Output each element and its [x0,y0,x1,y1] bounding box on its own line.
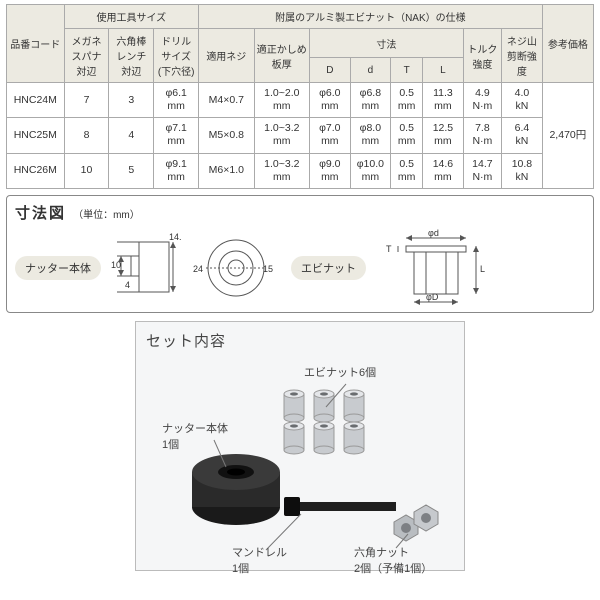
th-spec-group: 附属のアルミ製エビナット（NAK）の仕様 [199,5,543,29]
table-cell: φ6.1 mm [154,83,199,118]
table-cell: M5×0.8 [199,118,254,153]
th-hex: 六角棒レンチ対辺 [109,29,154,83]
table-cell: φ9.1 mm [154,153,199,188]
th-tool-group: 使用工具サイズ [64,5,198,29]
th-drill: ドリルサイズ(下穴径) [154,29,199,83]
th-thick: 適正かしめ板厚 [254,29,309,83]
table-cell: 10.8 kN [502,153,543,188]
table-cell: 0.5 mm [391,118,423,153]
table-cell: 4 [109,118,154,153]
table-cell: 1.0~3.2 mm [254,118,309,153]
table-cell: φ10.0 mm [350,153,391,188]
table-cell: M4×0.7 [199,83,254,118]
svg-text:10: 10 [111,260,121,270]
th-spanner: メガネスパナ対辺 [64,29,109,83]
th-L: L [423,58,464,83]
svg-text:φD: φD [426,292,439,302]
table-row: HNC25M84φ7.1 mmM5×0.81.0~3.2 mmφ7.0 mmφ8… [7,118,594,153]
th-code: 品番コード [7,5,65,83]
lbl-body: ナッター本体 1個 [162,420,228,452]
svg-text:24: 24 [193,264,203,274]
table-cell: 5 [109,153,154,188]
table-cell: 6.4 kN [502,118,543,153]
th-torque: トルク強度 [463,29,501,83]
table-cell: 12.5 mm [423,118,464,153]
th-d2: d [350,58,391,83]
table-cell: 8 [64,118,109,153]
table-cell: 1.0~2.0 mm [254,83,309,118]
th-dim: 寸法 [310,29,464,58]
th-D: D [310,58,351,83]
dim-unit: （単位：mm） [73,210,140,221]
table-cell: 0.5 mm [391,153,423,188]
nutter-body-front-icon: 24 15 [191,232,281,304]
svg-text:15: 15 [263,264,273,274]
lbl-hexnut: 六角ナット 2個（予備1個） [354,544,432,576]
price-cell: 2,470円 [542,83,593,189]
table-row: HNC26M105φ9.1 mmM6×1.01.0~3.2 mmφ9.0 mmφ… [7,153,594,188]
table-cell: M6×1.0 [199,153,254,188]
badge-nutter-body: ナッター本体 [15,256,101,280]
table-cell: 10 [64,153,109,188]
table-cell: 14.6 mm [423,153,464,188]
table-cell: HNC25M [7,118,65,153]
table-cell: 4.0 kN [502,83,543,118]
dim-title: 寸法図 [15,205,66,222]
table-cell: 3 [109,83,154,118]
table-row: HNC24M73φ6.1 mmM4×0.71.0~2.0 mmφ6.0 mmφ6… [7,83,594,118]
nutter-body-side-icon: 10 4 14.5 [111,232,181,304]
th-thread: 適用ネジ [199,29,254,83]
table-cell: 1.0~3.2 mm [254,153,309,188]
svg-text:14.5: 14.5 [169,232,181,242]
svg-text:T: T [386,244,392,254]
ebinut-section-icon: φd T L φD [376,228,496,308]
table-cell: φ7.1 mm [154,118,199,153]
table-cell: φ6.0 mm [310,83,351,118]
svg-text:4: 4 [125,280,130,290]
table-cell: 7 [64,83,109,118]
svg-text:L: L [480,264,485,274]
th-shear: ネジ山剪断強度 [502,29,543,83]
table-cell: 11.3 mm [423,83,464,118]
table-cell: 4.9 N·m [463,83,501,118]
table-cell: HNC24M [7,83,65,118]
th-price: 参考価格 [542,5,593,83]
table-cell: φ7.0 mm [310,118,351,153]
dimension-diagram: 寸法図 （単位：mm） ナッター本体 10 4 14.5 [6,195,594,313]
table-cell: 0.5 mm [391,83,423,118]
th-T: T [391,58,423,83]
table-cell: HNC26M [7,153,65,188]
table-cell: 7.8 N·m [463,118,501,153]
badge-ebinut: エビナット [291,256,366,280]
lbl-mandrel: マンドレル 1個 [232,544,287,576]
lbl-ebi: エビナット6個 [304,364,376,380]
table-cell: 14.7 N·m [463,153,501,188]
spec-table: 品番コード 使用工具サイズ 附属のアルミ製エビナット（NAK）の仕様 参考価格 … [6,4,594,189]
table-cell: φ6.8 mm [350,83,391,118]
svg-text:φd: φd [428,228,439,238]
table-cell: φ8.0 mm [350,118,391,153]
set-contents: セット内容 [135,321,465,571]
table-cell: φ9.0 mm [310,153,351,188]
